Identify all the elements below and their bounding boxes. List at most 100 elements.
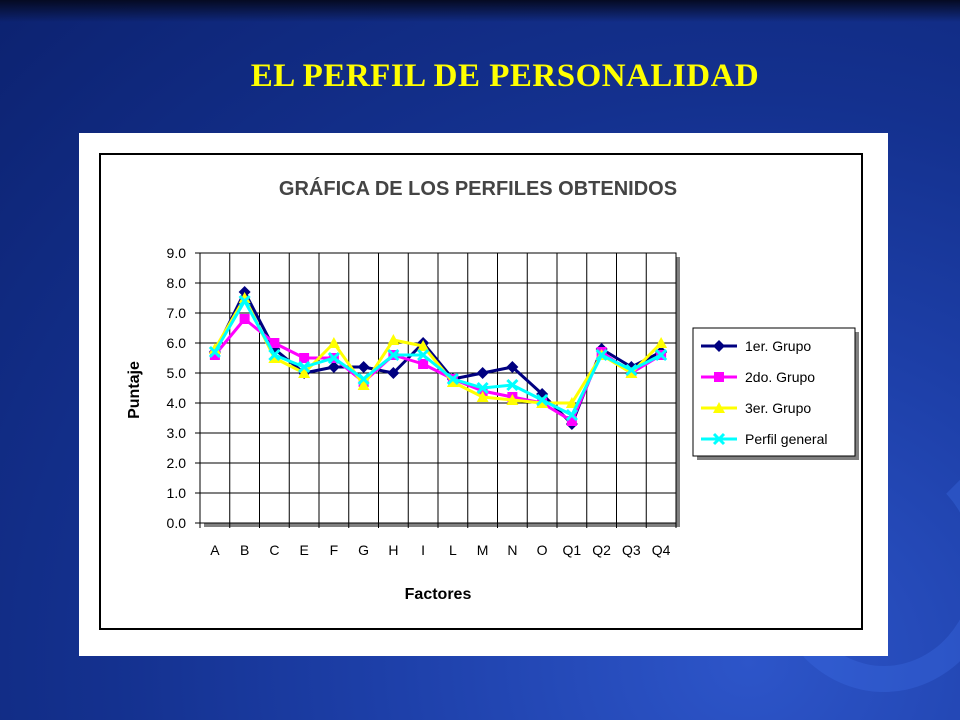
marker-x-stroke (268, 348, 281, 362)
data-point (506, 394, 519, 405)
data-point (506, 361, 519, 373)
x-tick-label: E (299, 542, 308, 558)
series-4 (208, 294, 668, 422)
data-point (327, 351, 340, 365)
data-point (476, 391, 489, 402)
data-point (417, 340, 430, 351)
data-point (298, 367, 311, 378)
data-point (625, 367, 638, 378)
series-line (213, 299, 662, 417)
data-point (387, 367, 400, 379)
y-tick-label: 4.0 (167, 395, 187, 411)
legend-marker (713, 340, 725, 352)
data-point (327, 361, 340, 373)
y-tick-label: 2.0 (167, 455, 187, 471)
x-tick-label: N (507, 542, 517, 558)
slide-title: EL PERFIL DE PERSONALIDAD (250, 58, 760, 94)
y-axis-label: Puntaje (126, 361, 143, 419)
chart-frame (99, 153, 863, 630)
data-point (565, 397, 578, 408)
legend-item: 1er. Grupo (701, 338, 811, 354)
y-tick-label: 1.0 (167, 485, 187, 501)
data-point (357, 361, 370, 373)
marker-x-stroke (565, 408, 578, 422)
x-tick-label: Q3 (622, 542, 641, 558)
x-tick-label: Q2 (592, 542, 611, 558)
data-point (387, 334, 400, 345)
data-point (357, 372, 370, 386)
legend-item: Perfil general (701, 431, 828, 447)
data-point (387, 348, 400, 362)
marker-x-stroke (446, 372, 459, 386)
legend-label: 2do. Grupo (745, 369, 815, 385)
y-tick-label: 7.0 (167, 305, 187, 321)
data-point (446, 372, 459, 386)
data-point (299, 353, 310, 363)
data-point (357, 379, 370, 390)
top-shadow-bar (0, 0, 960, 22)
data-point (476, 381, 489, 395)
data-point (298, 360, 311, 374)
data-point (208, 345, 221, 359)
legend-label: Perfil general (745, 431, 828, 447)
data-point (417, 348, 430, 362)
marker-x-stroke (208, 345, 221, 359)
data-point (476, 367, 489, 379)
data-point (208, 343, 221, 354)
data-point (655, 348, 668, 362)
data-point (625, 363, 638, 377)
marker-x-stroke (357, 372, 370, 386)
data-point (536, 393, 549, 407)
legend-item: 3er. Grupo (701, 400, 811, 416)
x-tick-label: Q4 (652, 542, 671, 558)
x-tick-label: L (449, 542, 457, 558)
legend-marker (713, 402, 725, 413)
marker-x-stroke (595, 348, 608, 362)
profile-line-chart: GRÁFICA DE LOS PERFILES OBTENIDOS Factor… (126, 177, 859, 603)
marker-x-stroke (655, 348, 668, 362)
data-point (238, 294, 251, 308)
data-point (268, 348, 281, 362)
marker-x-stroke (536, 393, 549, 407)
y-tick-label: 8.0 (167, 275, 187, 291)
y-tick-label: 9.0 (167, 245, 187, 261)
marker-x-stroke (625, 363, 638, 377)
data-point (238, 292, 251, 303)
x-tick-label: G (358, 542, 369, 558)
legend-marker (712, 432, 726, 446)
x-tick-label: B (240, 542, 249, 558)
y-tick-label: 6.0 (167, 335, 187, 351)
data-point (268, 352, 281, 363)
data-point (418, 359, 429, 369)
marker-x-stroke (298, 360, 311, 374)
legend-label: 1er. Grupo (745, 338, 811, 354)
chart-title: GRÁFICA DE LOS PERFILES OBTENIDOS (279, 177, 677, 200)
data-point (327, 337, 340, 348)
x-tick-label: O (537, 542, 548, 558)
marker-x-stroke (327, 351, 340, 365)
marker-x-stroke (417, 348, 430, 362)
marker-x-stroke (476, 381, 489, 395)
x-tick-label: Q1 (563, 542, 582, 558)
marker-x-stroke (387, 348, 400, 362)
x-tick-label: M (477, 542, 489, 558)
marker-x-stroke (712, 432, 726, 446)
x-axis-label: Factores (405, 586, 472, 603)
legend-item: 2do. Grupo (701, 369, 815, 385)
data-point (209, 350, 220, 360)
data-point (446, 376, 459, 387)
x-tick-label: I (421, 542, 425, 558)
y-tick-label: 3.0 (167, 425, 187, 441)
x-tick-label: C (269, 542, 279, 558)
y-tick-label: 5.0 (167, 365, 187, 381)
marker-x-stroke (506, 378, 519, 392)
data-point (536, 397, 549, 408)
chart-panel: GRÁFICA DE LOS PERFILES OBTENIDOS Factor… (79, 133, 888, 656)
data-point (506, 378, 519, 392)
data-point (269, 338, 280, 348)
x-tick-label: A (210, 542, 220, 558)
marker-x-stroke (238, 294, 251, 308)
data-point (655, 337, 668, 348)
legend-marker (714, 372, 724, 382)
series-line (213, 296, 663, 405)
